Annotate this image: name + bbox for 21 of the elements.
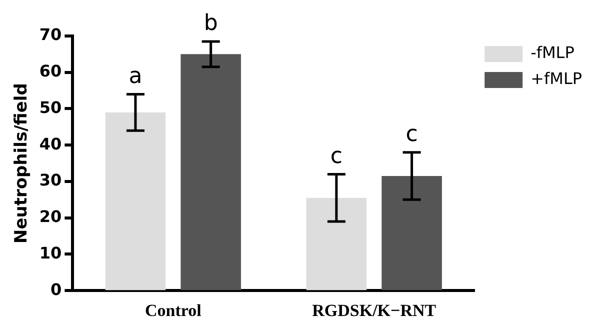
annotation: c [330, 144, 342, 169]
y-tick-label: 20 [39, 207, 62, 226]
y-tick-label: 40 [39, 134, 62, 154]
bar [382, 176, 442, 290]
y-tick-label: 60 [39, 62, 62, 81]
legend-label: -fMLP [530, 43, 575, 62]
y-tick-label: 50 [39, 98, 62, 117]
x-tick-label: Control [144, 301, 202, 320]
bar [180, 54, 241, 290]
y-axis-title: Neutrophils/field [12, 83, 32, 244]
annotation: a [128, 64, 142, 89]
annotation: b [204, 11, 218, 36]
bar [306, 198, 367, 290]
annotation: c [406, 122, 418, 148]
bar [105, 112, 166, 290]
y-tick-label: 10 [39, 243, 62, 262]
y-tick-label: 0 [50, 280, 62, 299]
x-tick-label: RGDSK/K−RNT [312, 301, 437, 320]
y-tick-label: 70 [39, 25, 62, 44]
y-tick-label: 30 [39, 170, 62, 190]
legend-label: +fMLP [530, 69, 582, 88]
